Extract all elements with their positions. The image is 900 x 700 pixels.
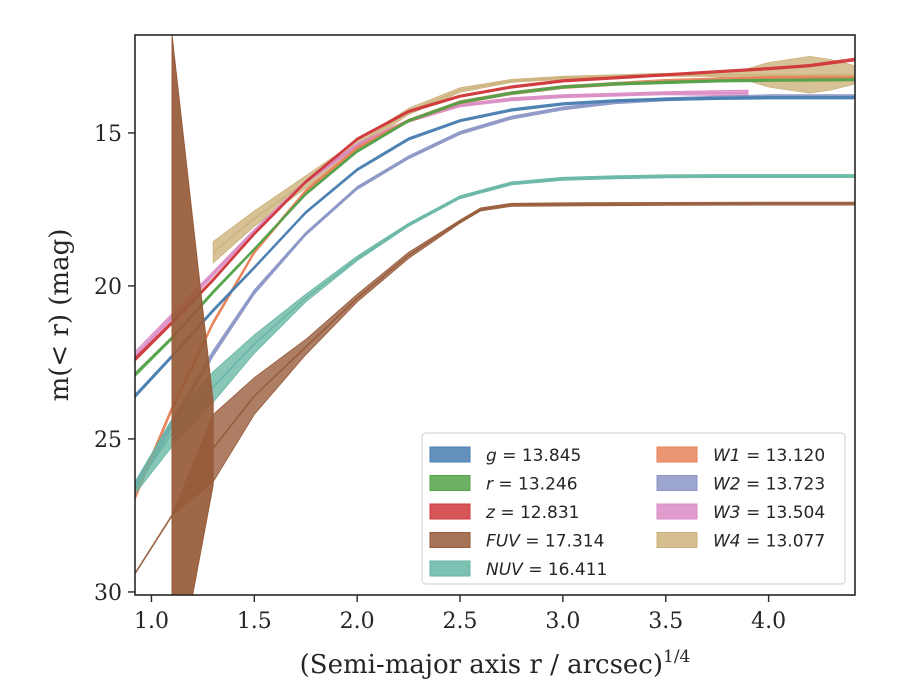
legend-item-W4: W4 = 13.077 (656, 532, 825, 552)
band-W3 (135, 89, 749, 362)
legend-item-W2: W2 = 13.723 (656, 475, 825, 495)
band-z (135, 57, 855, 362)
line-r (135, 78, 855, 376)
legend-label-z: z = 12.831 (485, 503, 579, 523)
legend-item-FUV: FUV = 17.314 (429, 532, 604, 552)
y-axis: 15 20 25 30 (94, 122, 135, 606)
legend-label-W1: W1 = 13.120 (713, 446, 825, 466)
y-tick-label: 25 (94, 428, 122, 453)
x-axis-label-superscript: 1/4 (663, 647, 690, 667)
legend-swatch-NUV (429, 560, 471, 577)
band-r (135, 78, 855, 378)
line-FUV (135, 202, 855, 575)
x-tick-label: 2.5 (443, 609, 478, 634)
legend-swatch-W2 (656, 475, 698, 491)
legend-swatch-W3 (656, 503, 698, 520)
band-FUV-spike (171, 35, 214, 595)
x-axis: 1.0 1.5 2.0 2.5 3.0 3.5 4.0 (134, 595, 786, 634)
legend-label-r: r = 13.246 (486, 475, 578, 495)
legend-label-W3: W3 = 13.504 (713, 503, 825, 523)
legend-swatch-FUV (429, 532, 471, 548)
legend-item-NUV: NUV = 16.411 (429, 560, 607, 580)
line-W3 (135, 92, 748, 357)
line-NUV (135, 175, 855, 489)
y-axis-label: m(< r) (mag) (45, 229, 75, 402)
legend-box (421, 432, 846, 585)
x-tick-label: 1.5 (237, 609, 272, 634)
legend-swatch-z (429, 503, 471, 520)
legend-item-z: z = 12.831 (429, 503, 579, 523)
plot-frame (134, 34, 856, 596)
legend-item-g: g = 13.845 (429, 446, 581, 466)
x-tick-label: 3.5 (648, 609, 683, 634)
x-tick-label: 1.0 (134, 609, 169, 634)
legend-item-W3: W3 = 13.504 (656, 503, 825, 523)
band-g (135, 96, 855, 399)
y-tick-label: 30 (94, 581, 122, 606)
y-tick-label: 15 (94, 122, 122, 147)
x-tick-label: 3.0 (545, 609, 580, 634)
line-W4 (212, 74, 855, 253)
x-tick-label: 4.0 (751, 609, 786, 634)
plot-area (135, 35, 855, 595)
legend-item-W1: W1 = 13.120 (656, 446, 825, 466)
legend-swatch-r (429, 475, 471, 491)
line-g (135, 96, 855, 397)
legend: g = 13.845 r = 13.246 z = 12.831 FUV = 17.3… (421, 432, 846, 585)
legend-swatch-W1 (656, 446, 698, 463)
legend-item-r: r = 13.246 (429, 475, 578, 495)
x-axis-label-main: (Semi-major axis r / arcsec) (300, 650, 663, 680)
band-FUV (135, 201, 855, 574)
x-axis-label: (Semi-major axis r / arcsec)1/4 (300, 647, 691, 680)
legend-label-FUV: FUV = 17.314 (486, 532, 604, 552)
legend-label-W4: W4 = 13.077 (713, 532, 825, 552)
band-W2 (135, 94, 855, 494)
line-z (135, 58, 855, 360)
legend-swatch-W4 (656, 532, 698, 548)
legend-label-W2: W2 = 13.723 (713, 475, 825, 495)
x-tick-label: 2.0 (340, 609, 375, 634)
legend-swatch-g (429, 446, 471, 463)
y-tick-label: 20 (94, 275, 122, 300)
legend-label-g: g = 13.845 (486, 446, 581, 466)
legend-label-NUV: NUV = 16.411 (486, 560, 607, 580)
band-NUV (135, 174, 855, 495)
